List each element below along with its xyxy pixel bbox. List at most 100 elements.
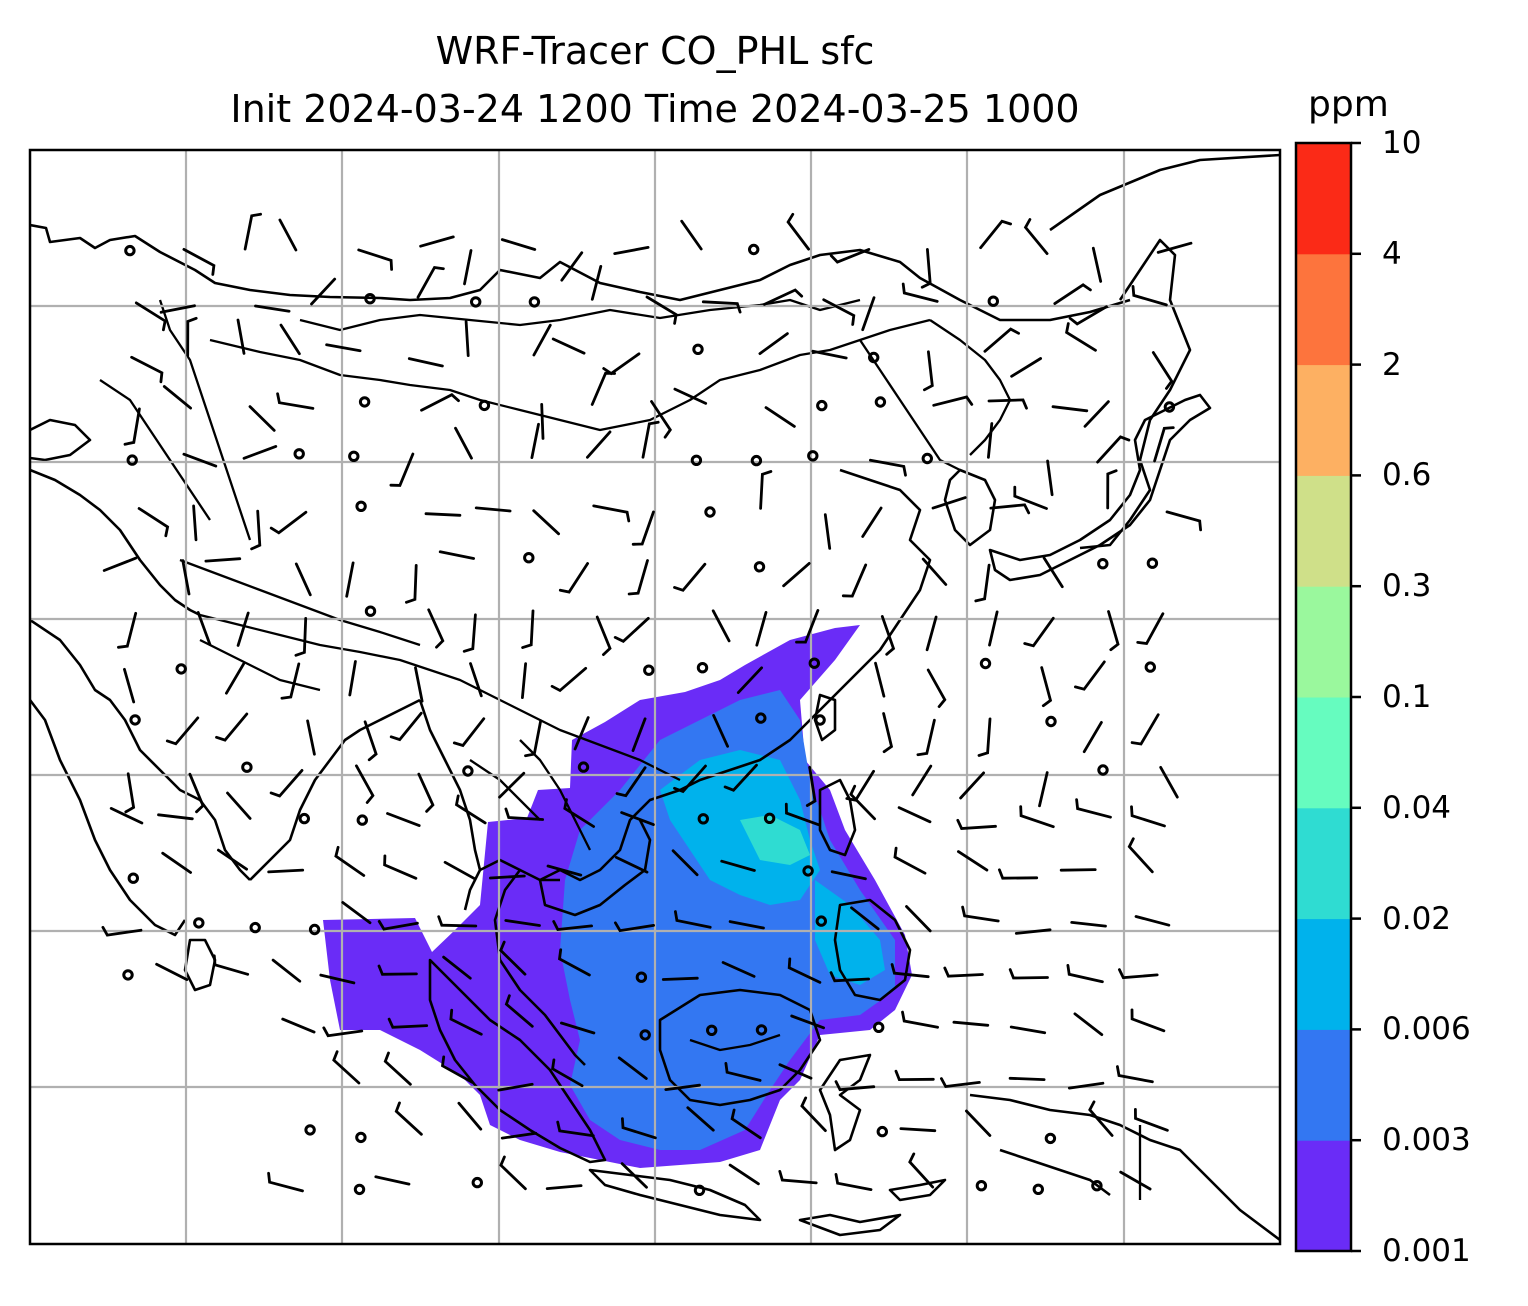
wind-barb [926,668,947,708]
border-india-nepal [199,638,321,692]
wind-barb [1130,713,1160,746]
wind-barb [310,277,337,306]
wind-barb [1107,610,1120,652]
colorbar-tick-label: 0.6 [1382,457,1432,494]
wind-barb [1008,1076,1046,1081]
colorbar-tick-label: 2 [1382,346,1402,383]
wind-barb [271,958,302,983]
wind-barb [673,387,708,405]
calm-wind-circle [127,872,140,884]
calm-wind-circle [364,293,376,305]
wind-barb [759,470,773,510]
wind-barb [758,332,789,355]
wind-barb [269,510,308,535]
wind-barb [524,719,543,758]
wind-barb [943,966,984,978]
wind-barb [613,616,650,643]
wind-barb [225,662,245,695]
wind-barb [755,611,768,647]
wind-barb [728,920,765,930]
wind-barb [383,854,418,880]
wind-barb [1013,485,1048,510]
wind-barb [242,445,278,460]
wind-barb [552,920,593,931]
wind-barb [874,661,886,698]
wind-barb [498,771,526,799]
wind-barb [306,719,316,756]
wind-barb [590,265,603,301]
wind-barb [782,562,811,588]
wind-barb [452,717,486,748]
coast-timor [888,1178,947,1202]
calm-wind-circle [470,296,482,308]
wind-barb [462,613,477,653]
wind-barb [1067,1081,1105,1090]
wind-barb [215,712,249,742]
wind-barb [673,764,707,794]
wind-barb [454,794,487,825]
wind-barb [1014,928,1052,935]
wind-barb [850,906,880,931]
calm-wind-circle [697,813,709,825]
coast-japan [988,393,1212,582]
wind-barb [500,238,537,251]
coast-philippines-south [833,898,912,1002]
wind-barb [645,295,678,325]
wind-barb [1073,1012,1104,1036]
wind-barb [1119,1170,1152,1191]
wind-barb [424,512,462,517]
wind-barb [407,357,444,368]
colorbar-frame [1294,141,1353,1253]
wind-barb [882,712,894,754]
wind-barb [319,973,356,985]
wind-barb [558,562,589,594]
wind-barb [540,403,545,440]
coast-myanmar [418,699,482,911]
colorbar-tick-label: 0.3 [1382,568,1432,605]
wind-barb [1040,666,1053,708]
wind-barb [615,766,647,798]
wind-barb [627,559,649,596]
coast-northeast [1049,153,1280,232]
wind-barb [1159,766,1179,799]
calm-wind-circle [921,452,933,465]
calm-wind-circle [987,295,999,307]
wind-barb [1010,357,1042,378]
colorbar-segment [1296,586,1351,698]
wind-barb [701,300,742,314]
wind-barb [650,400,672,439]
wind-barb [377,920,419,931]
wind-barb [961,905,1000,923]
wind-barb [464,320,470,357]
wind-barb [504,919,541,927]
calm-wind-circle [478,399,491,412]
wind-barb [834,1080,876,1092]
wind-barb [322,1026,364,1038]
calm-wind-circle [1044,1132,1057,1145]
wind-barb [805,766,817,807]
calm-wind-circle [129,714,141,726]
gridlines [30,150,1280,1244]
wind-barb [861,296,876,332]
wind-barb [988,610,999,647]
wind-barb [764,406,796,428]
wind-barb [1130,1008,1166,1033]
wind-barb [383,1051,412,1086]
wind-barb [834,1173,873,1191]
colorbar-tick-label: 10 [1382,125,1422,161]
border-china-mongolia [209,318,931,432]
wind-barb [236,318,246,355]
wind-barb [573,716,590,751]
wind-barb [449,1008,483,1036]
calm-wind-circle [692,343,704,355]
wind-barb [414,666,424,703]
wind-barb [1118,968,1159,980]
calm-wind-circle [308,923,321,936]
wind-barb [504,994,534,1028]
wind-barb [661,976,699,981]
wind-barb [276,392,315,410]
wind-barb [457,1101,483,1131]
wind-barb [730,1108,762,1140]
wind-barb [905,905,932,933]
